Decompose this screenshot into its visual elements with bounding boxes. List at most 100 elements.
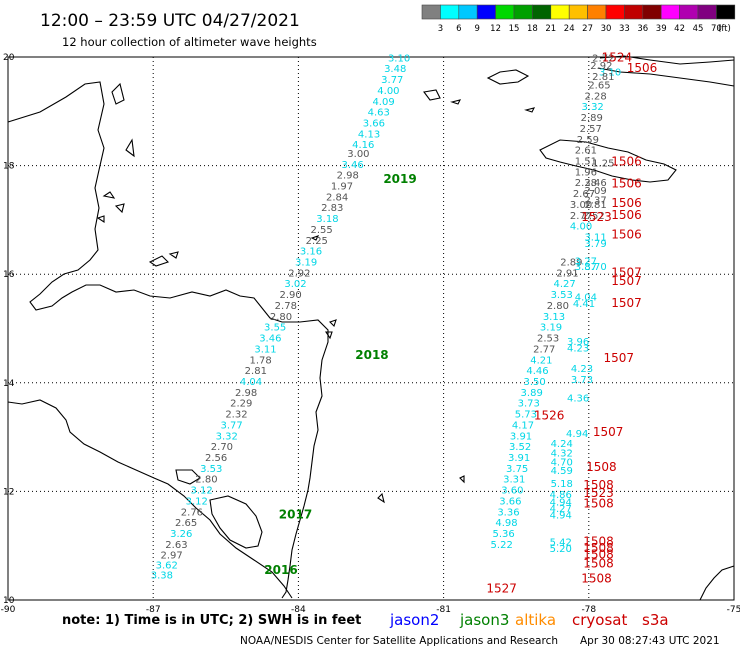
time-label: 2016 [264, 563, 297, 577]
bay-islands [96, 82, 135, 224]
time-label: 1507 [611, 296, 642, 310]
color-scale-label: 15 [509, 24, 520, 34]
wave-height-label: 2.56 [205, 453, 227, 464]
time-label: 1507 [593, 425, 624, 439]
color-scale-label: 70 [711, 24, 722, 34]
wave-height-label: 2.38 [575, 178, 597, 189]
wave-height-label: 2.55 [310, 225, 332, 236]
wave-height-label: 2.28 [584, 91, 606, 102]
wave-height-label: 3.19 [540, 323, 562, 334]
wave-height-label: 1.97 [331, 181, 353, 192]
color-scale-label: 12 [490, 24, 501, 34]
wave-height-label: 3.00 [570, 200, 592, 211]
wave-height-label: 4.13 [358, 129, 380, 140]
color-scale-swatch [716, 4, 736, 20]
wave-height-label: 2.72 [592, 53, 614, 64]
wave-height-label: 4.46 [526, 366, 548, 377]
wave-height-label: 3.66 [363, 119, 385, 130]
wave-height-label: 3.11 [254, 344, 276, 355]
wave-height-label: 3.50 [523, 377, 545, 388]
wave-height-label: 3.11 [584, 233, 606, 244]
serrana-bank [459, 475, 465, 484]
time-label: 1506 [611, 176, 642, 190]
satellite-legend: jason2 jason3 altika cryosat s3a [389, 611, 669, 629]
wave-height-label: 3.53 [551, 290, 573, 301]
wave-height-label: 4.21 [530, 355, 552, 366]
wave-height-label: 3.12 [190, 486, 212, 497]
color-scale-label: 27 [582, 24, 593, 34]
wave-height-label: 3.91 [508, 453, 530, 464]
color-scale-swatch [476, 4, 496, 20]
wave-height-label: 3.62 [156, 561, 178, 572]
color-scale-label: 36 [637, 24, 648, 34]
x-tick-label: -81 [436, 605, 451, 615]
miskito-cays [324, 319, 337, 340]
wave-height-label: 3.66 [499, 496, 521, 507]
time-label: 1524 [602, 50, 633, 64]
wave-height-label: 2.46 [584, 178, 606, 189]
wave-height-label: 1.51 [575, 157, 597, 168]
x-tick-label: -78 [581, 605, 596, 615]
wave-height-label: 3.77 [220, 420, 242, 431]
wave-height-label: 3.87 [575, 262, 597, 273]
y-tick-label: 14 [3, 379, 15, 389]
cayman-islands [450, 99, 536, 113]
wave-height-label: 2.97 [160, 551, 182, 562]
wave-height-label: 2.92 [590, 61, 612, 72]
time-label: 1506 [611, 155, 642, 169]
color-scale-label: 6 [456, 24, 461, 34]
wave-height-label: 3.46 [259, 334, 281, 345]
wave-height-label: 2.77 [533, 344, 555, 355]
color-scale-swatch [458, 4, 478, 20]
time-label: 1506 [627, 61, 658, 75]
wave-height-label: 3.27 [575, 256, 597, 267]
y-tick-label: 10 [3, 596, 15, 606]
wave-height-label: 4.27 [550, 504, 572, 515]
wave-height-label: 4.00 [570, 222, 592, 233]
color-scale-swatch [532, 4, 552, 20]
color-scale-swatch [495, 4, 515, 20]
x-tick-label: -75 [727, 605, 740, 615]
wave-height-label: 1.78 [250, 355, 272, 366]
color-scale-swatch [642, 4, 662, 20]
satellite-legend-item: jason3 [459, 611, 509, 629]
timestamp-text: Apr 30 08:27:43 UTC 2021 [580, 635, 720, 647]
wave-height-label: 3.12 [186, 496, 208, 507]
wave-height-label: 2.98 [235, 388, 257, 399]
wave-height-label: 2.78 [275, 301, 297, 312]
wave-height-label: 4.24 [551, 439, 573, 450]
time-label: 1508 [583, 556, 614, 570]
wave-height-label: 2.89 [560, 258, 582, 269]
color-scale-swatch [550, 4, 570, 20]
wave-height-label: 4.41 [573, 299, 595, 310]
color-scale-label: 45 [693, 24, 704, 34]
x-tick-label: -87 [146, 605, 161, 615]
time-label: 1506 [611, 227, 642, 241]
color-scale-label: 39 [656, 24, 667, 34]
wave-height-label: 4.94 [550, 511, 572, 522]
color-scale-label: 18 [527, 24, 538, 34]
wave-height-label: 3.32 [216, 431, 238, 442]
wave-height-label: 2.32 [225, 410, 247, 421]
time-label: 2017 [279, 508, 312, 522]
wave-height-label: 3.10 [388, 53, 410, 64]
wave-height-label: 2.70 [211, 442, 233, 453]
time-label: 1508 [583, 541, 614, 555]
wave-height-label: 3.73 [518, 399, 540, 410]
wave-height-label: 2.83 [321, 203, 343, 214]
wave-height-label: 2.29 [230, 399, 252, 410]
y-tick-label: 12 [3, 487, 14, 497]
island-fragment [423, 89, 441, 101]
y-tick-label: 16 [3, 270, 15, 280]
color-scale-label: 21 [545, 24, 556, 34]
time-label: 2018 [355, 348, 388, 362]
wave-height-label: 2.65 [588, 80, 610, 91]
wave-height-label: 3.19 [295, 258, 317, 269]
wave-height-label: 2.52 [583, 211, 605, 222]
wave-height-label: 2.92 [288, 268, 310, 279]
satellite-legend-item: cryosat [572, 611, 627, 629]
color-scale-swatch [421, 4, 441, 20]
wave-height-label: 4.94 [550, 498, 572, 509]
time-label: 1508 [583, 548, 614, 562]
x-tick-label: -90 [1, 605, 16, 615]
